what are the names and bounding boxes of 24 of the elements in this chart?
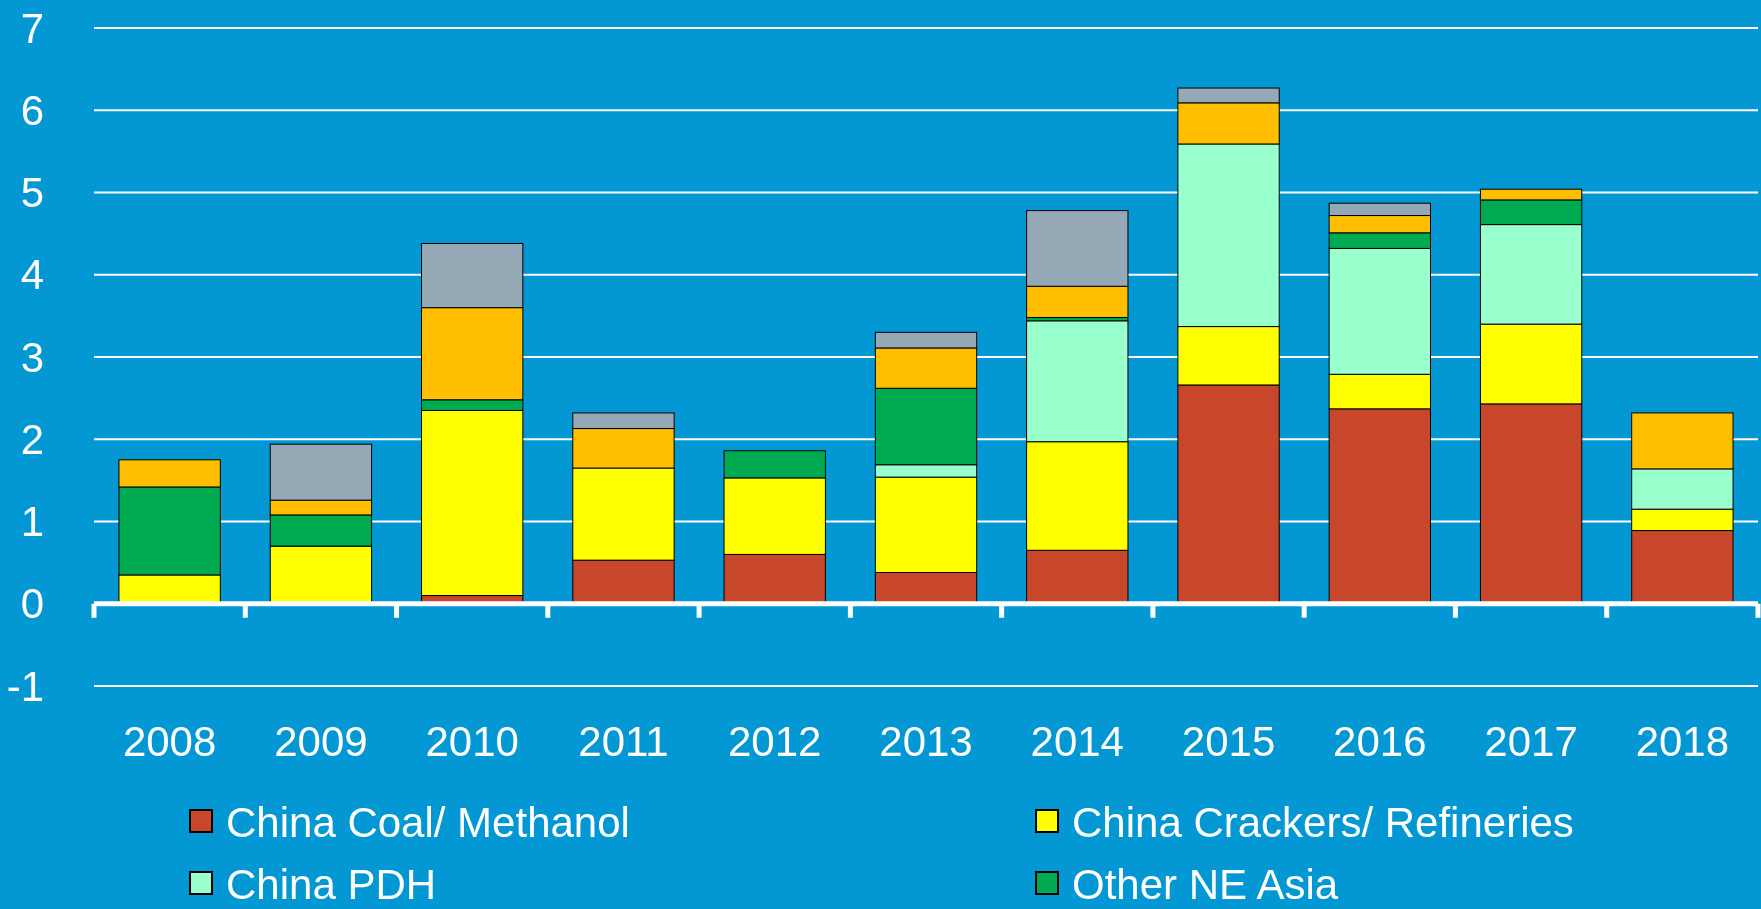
- x-tick-label: 2010: [425, 718, 519, 765]
- x-tick-label: 2014: [1030, 718, 1124, 765]
- x-tick-label: 2015: [1181, 718, 1276, 765]
- y-tick-label: 6: [20, 86, 44, 134]
- x-tick-label: 2018: [1635, 718, 1730, 765]
- y-tick-label: 3: [20, 333, 44, 381]
- x-tick-label: 2009: [274, 718, 368, 765]
- legend-label: China Crackers/ Refineries: [1072, 798, 1574, 846]
- y-tick-label: 1: [20, 498, 44, 546]
- x-tick-label: 2013: [879, 718, 973, 765]
- legend-label: China Coal/ Methanol: [226, 798, 630, 846]
- x-tick-label: 2012: [728, 718, 822, 765]
- y-tick-label: -1: [6, 662, 44, 710]
- y-tick-label: 5: [20, 169, 44, 217]
- legend-label: China PDH: [226, 860, 437, 908]
- x-tick-label: 2008: [122, 718, 217, 765]
- y-tick-label: 7: [20, 4, 44, 52]
- y-tick-label: 4: [20, 251, 44, 299]
- x-tick-label: 2011: [578, 718, 669, 765]
- legend-label: Other NE Asia: [1072, 860, 1339, 908]
- y-tick-label: 2: [20, 415, 44, 463]
- x-tick-label: 2017: [1484, 718, 1578, 765]
- x-tick-label: 2016: [1333, 718, 1427, 765]
- y-tick-label: 0: [20, 580, 44, 628]
